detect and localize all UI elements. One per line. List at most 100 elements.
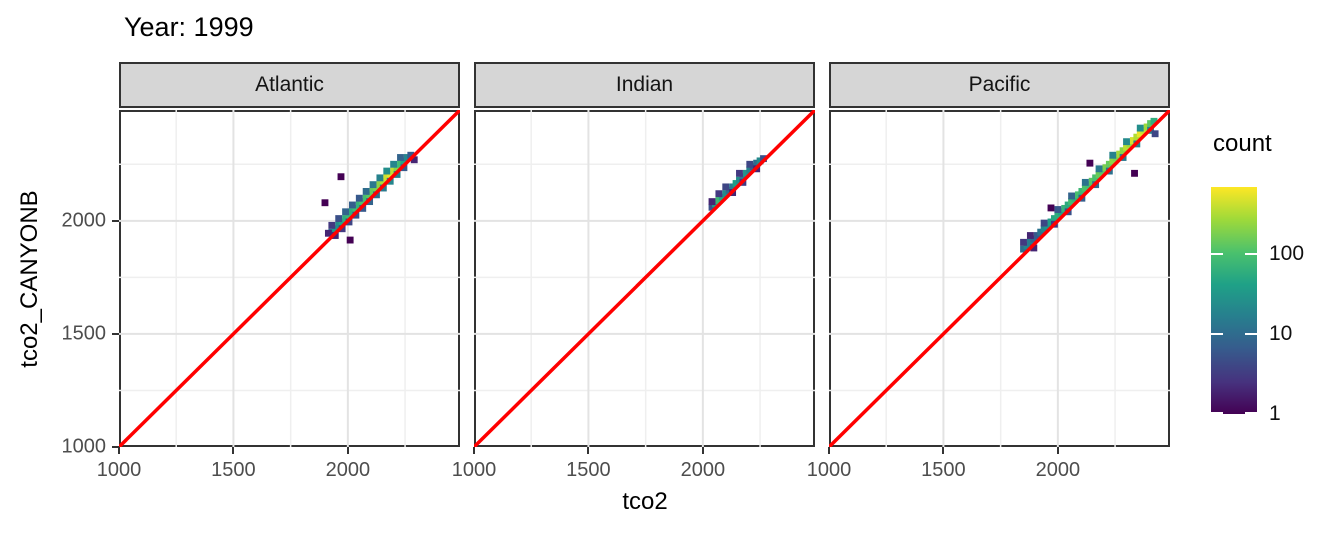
- density-bin: [1026, 232, 1034, 239]
- x-tick-mark: [232, 447, 235, 454]
- density-bin: [746, 166, 754, 174]
- density-bin: [362, 194, 370, 202]
- density-bin: [722, 183, 730, 191]
- density-bin: [729, 183, 737, 191]
- density-bin: [407, 151, 415, 159]
- facet-strip-label: Atlantic: [255, 73, 324, 96]
- x-tick-label: 1000: [451, 459, 497, 481]
- legend-tick-label: 100: [1269, 242, 1305, 266]
- facet-strip-pacific: Pacific: [829, 62, 1170, 108]
- x-tick-mark: [701, 447, 704, 454]
- density-bin: [328, 221, 336, 229]
- x-tick-label: 2000: [1035, 459, 1081, 481]
- y-tick-label: 1000: [61, 435, 107, 458]
- x-tick-label: 1500: [921, 459, 966, 481]
- density-bin: [355, 201, 363, 209]
- density-bin: [1040, 225, 1048, 233]
- legend-tick-mark: [1211, 333, 1223, 336]
- density-bin: [1109, 151, 1117, 159]
- density-bin: [1105, 160, 1113, 168]
- density-bin: [1057, 208, 1065, 216]
- count-legend: count 1 10 100: [1205, 130, 1344, 430]
- identity-line: [829, 110, 1170, 447]
- identity-line: [119, 110, 460, 447]
- density-bin: [362, 187, 370, 195]
- legend-tick-label: 10: [1269, 322, 1293, 346]
- density-bin: [746, 160, 754, 168]
- facet-strip-label: Indian: [615, 73, 674, 96]
- legend-tick-mark: [1245, 253, 1257, 256]
- density-bin: [1040, 219, 1048, 227]
- x-tick-mark: [942, 447, 945, 454]
- density-bin: [1123, 138, 1130, 146]
- facet-strip-atlantic: Atlantic: [119, 62, 460, 108]
- panel-indian: [474, 110, 815, 447]
- y-tick-mark: [112, 219, 119, 222]
- density-bin: [321, 199, 329, 207]
- density-bin: [1095, 165, 1103, 173]
- facet-strip-label: Pacific: [968, 73, 1031, 96]
- density-bin: [715, 190, 723, 198]
- density-bin: [1020, 238, 1027, 246]
- density-bin: [337, 173, 345, 181]
- density-bin: [369, 181, 377, 189]
- density-bin: [355, 194, 363, 202]
- density-bin: [1131, 169, 1138, 177]
- density-bin: [1081, 178, 1089, 186]
- density-bin: [736, 169, 743, 177]
- density-bin: [324, 229, 332, 237]
- density-bin: [1075, 191, 1082, 199]
- x-tick-label: 2000: [680, 459, 726, 481]
- density-bin: [1071, 194, 1079, 202]
- plot-title: Year: 1999: [124, 12, 254, 42]
- density-bin: [338, 218, 346, 226]
- x-axis-title: tco2: [622, 488, 668, 515]
- density-bin: [1086, 159, 1094, 167]
- density-bin: [335, 215, 343, 222]
- density-bin: [1033, 232, 1041, 239]
- y-tick-label: 1500: [61, 322, 107, 345]
- legend-tick-mark: [1245, 412, 1257, 414]
- panel-pacific: [829, 110, 1170, 447]
- legend-tick-label: 1: [1269, 402, 1281, 425]
- x-tick-label: 1000: [806, 459, 852, 481]
- density-bin: [335, 221, 343, 229]
- density-bin: [715, 197, 723, 204]
- density-bin: [1037, 228, 1045, 236]
- density-bin: [1136, 124, 1144, 132]
- density-bin: [1068, 198, 1076, 206]
- x-tick-mark: [346, 447, 349, 454]
- x-tick-mark: [1056, 447, 1059, 454]
- density-bin: [1150, 117, 1158, 125]
- density-bin: [1047, 204, 1055, 212]
- density-bin: [712, 200, 719, 208]
- y-tick-mark: [112, 332, 119, 335]
- density-bin: [708, 198, 716, 206]
- density-bin: [1151, 130, 1159, 138]
- density-bin: [349, 201, 356, 209]
- y-tick-label: 2000: [61, 209, 107, 232]
- x-tick-label: 1500: [566, 459, 611, 481]
- legend-tick-mark: [1245, 333, 1257, 336]
- density-bin: [383, 167, 391, 175]
- identity-line: [474, 110, 815, 447]
- panel-atlantic: [119, 110, 460, 447]
- density-bin: [1068, 192, 1076, 200]
- density-bin: [346, 236, 354, 244]
- x-tick-label: 1000: [96, 459, 142, 481]
- density-bin: [1102, 164, 1110, 172]
- density-bin: [390, 160, 398, 168]
- legend-tick-mark: [1211, 253, 1223, 256]
- density-bin: [376, 174, 384, 182]
- x-tick-label: 2000: [325, 459, 371, 481]
- density-bin: [410, 156, 418, 164]
- legend-colorbar: [1211, 187, 1257, 414]
- density-bin: [1050, 215, 1058, 222]
- density-bin: [1054, 206, 1062, 213]
- x-tick-mark: [473, 447, 475, 454]
- x-tick-mark: [118, 447, 120, 454]
- legend-tick-mark: [1211, 412, 1223, 414]
- density-bin: [1136, 130, 1144, 138]
- density-bin: [1030, 244, 1038, 252]
